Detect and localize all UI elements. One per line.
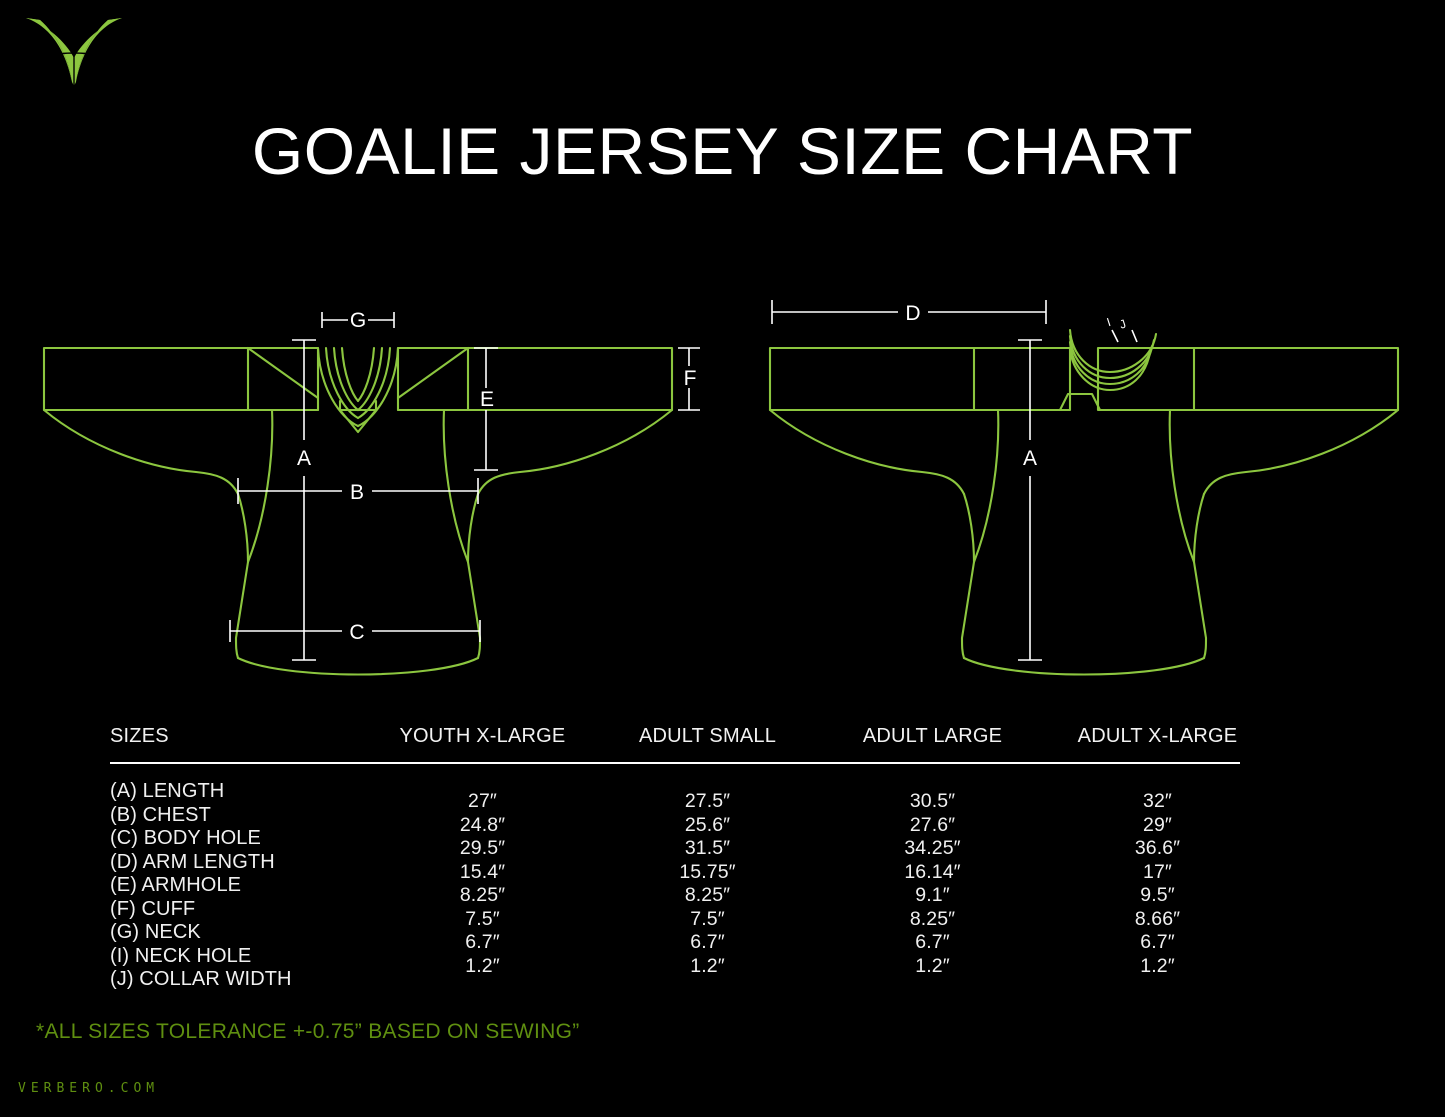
dimension-C: C <box>229 620 481 644</box>
column-header-adult-large: ADULT LARGE <box>862 725 1003 747</box>
dimension-label-G: G <box>350 309 366 332</box>
table-row: (D) ARM LENGTH 15.4″ 15.75″ 16.14″ 17″ <box>110 850 1270 883</box>
row-label: (G) NECK <box>110 921 201 943</box>
table-cell: 6.7″ <box>690 931 725 953</box>
table-cell: 1.2″ <box>465 954 500 977</box>
table-cell: 36.6″ <box>1134 837 1181 859</box>
dimension-label-I: I <box>1105 315 1113 329</box>
column-header-adult-small: ADULT SMALL <box>638 725 777 747</box>
dimension-label-A-front: A <box>297 447 311 470</box>
table-cell: 7.5″ <box>690 907 725 930</box>
size-table-body: (A) LENGTH 27″ 27.5″ 30.5″ 32″ (B) CHEST 24.8″… <box>110 780 1270 992</box>
row-label: (A) LENGTH <box>110 780 225 802</box>
back-jersey-diagram: D A I J <box>768 300 1400 676</box>
table-cell <box>1045 978 1270 1002</box>
table-cell: 8.25″ <box>459 884 506 906</box>
table-row: (C) BODY HOLE 29.5″ 31.5″ 34.25″ 36.6″ <box>110 827 1270 859</box>
table-cell: 1.2″ <box>915 954 950 977</box>
table-cell: 29″ <box>1143 813 1172 836</box>
table-cell: 15.75″ <box>679 860 736 883</box>
dimension-B: B <box>237 478 479 504</box>
table-cell: 17″ <box>1143 860 1172 883</box>
dimension-label-J: J <box>1118 317 1128 332</box>
table-cell: 24.8″ <box>459 813 506 836</box>
row-label: (C) BODY HOLE <box>110 827 261 849</box>
dimension-E: E <box>474 347 498 471</box>
table-cell: 34.25″ <box>904 837 961 859</box>
site-watermark: VERBERO.COM <box>18 1081 160 1096</box>
row-label: (F) CUFF <box>110 897 196 920</box>
dimension-D: D <box>771 300 1047 325</box>
dimension-label-D: D <box>905 302 920 325</box>
size-chart-table: SIZES YOUTH X-LARGE ADULT SMALL ADULT LA… <box>110 725 1270 992</box>
table-cell: 1.2″ <box>690 954 725 977</box>
jersey-technical-drawings: .gl { fill:none; stroke:#8CC63F; stroke-… <box>42 300 1400 676</box>
front-jersey-diagram: G A B C <box>42 309 700 676</box>
table-cell: 8.25″ <box>684 884 731 906</box>
row-label: (D) ARM LENGTH <box>110 850 275 873</box>
table-cell <box>820 978 1045 1002</box>
table-cell: 9.1″ <box>915 884 950 906</box>
table-cell: 15.4″ <box>459 860 506 883</box>
size-table-area: SIZES YOUTH X-LARGE ADULT SMALL ADULT LA… <box>0 725 1445 992</box>
table-cell: 27″ <box>468 790 497 812</box>
table-cell: 1.2″ <box>1140 954 1175 977</box>
column-header-adult-xlarge: ADULT X-LARGE <box>1077 725 1238 747</box>
verbero-v-logo-icon <box>26 18 122 88</box>
dimension-label-F: F <box>684 367 697 390</box>
table-cell: 32″ <box>1143 790 1172 812</box>
verbero-logo <box>22 8 126 92</box>
row-label: (B) CHEST <box>110 803 211 826</box>
column-header-sizes: SIZES <box>110 725 169 747</box>
diagrams-area: .gl { fill:none; stroke:#8CC63F; stroke-… <box>0 280 1445 700</box>
dimension-A-back: A <box>1018 339 1042 661</box>
dimension-label-C: C <box>349 621 364 644</box>
dimension-F: F <box>678 347 700 411</box>
dimension-A-front: A <box>292 339 316 661</box>
table-row: (B) CHEST 24.8″ 25.6″ 27.6″ 29″ <box>110 803 1270 836</box>
table-cell: 8.25″ <box>909 907 956 930</box>
table-cell: 6.7″ <box>915 931 950 953</box>
table-cell: 7.5″ <box>465 907 500 930</box>
table-cell: 6.7″ <box>465 931 500 953</box>
table-cell: 16.14″ <box>904 860 961 883</box>
table-cell: 30.5″ <box>909 790 956 812</box>
row-label: (E) ARMHOLE <box>110 874 242 896</box>
dimension-label-A-back: A <box>1023 447 1037 470</box>
table-row: (J) COLLAR WIDTH <box>110 968 1270 992</box>
table-row: (I) NECK HOLE 1.2″ 1.2″ 1.2″ 1.2″ <box>110 944 1270 977</box>
page-title: GOALIE JERSEY SIZE CHART <box>251 114 1194 188</box>
table-cell <box>595 978 820 1002</box>
table-cell: 29.5″ <box>459 837 506 859</box>
dimension-I-J: I J <box>1105 315 1138 343</box>
table-row: (G) NECK 6.7″ 6.7″ 6.7″ 6.7″ <box>110 921 1270 953</box>
table-cell: 31.5″ <box>684 837 731 859</box>
table-cell: 25.6″ <box>684 813 731 836</box>
dimension-label-B: B <box>350 481 364 504</box>
tolerance-footnote: *ALL SIZES TOLERANCE +-0.75” BASED ON SE… <box>36 1020 580 1043</box>
table-row: (F) CUFF 7.5″ 7.5″ 8.25″ 8.66″ <box>110 897 1270 930</box>
table-cell <box>370 978 595 1002</box>
table-header-row: SIZES YOUTH X-LARGE ADULT SMALL ADULT LA… <box>110 725 1270 762</box>
dimension-G: G <box>321 309 395 332</box>
table-cell: 9.5″ <box>1140 884 1175 906</box>
row-label: (J) COLLAR WIDTH <box>110 968 292 990</box>
table-cell: 8.66″ <box>1134 907 1181 930</box>
header-divider <box>110 762 1240 764</box>
table-cell: 27.5″ <box>684 790 731 812</box>
column-header-youth-xlarge: YOUTH X-LARGE <box>399 725 566 747</box>
row-label: (I) NECK HOLE <box>110 944 252 967</box>
table-cell: 6.7″ <box>1140 931 1175 953</box>
table-cell: 27.6″ <box>909 813 956 836</box>
dimension-label-E: E <box>480 388 494 411</box>
table-row: (A) LENGTH 27″ 27.5″ 30.5″ 32″ <box>110 780 1270 812</box>
table-row: (E) ARMHOLE 8.25″ 8.25″ 9.1″ 9.5″ <box>110 874 1270 906</box>
